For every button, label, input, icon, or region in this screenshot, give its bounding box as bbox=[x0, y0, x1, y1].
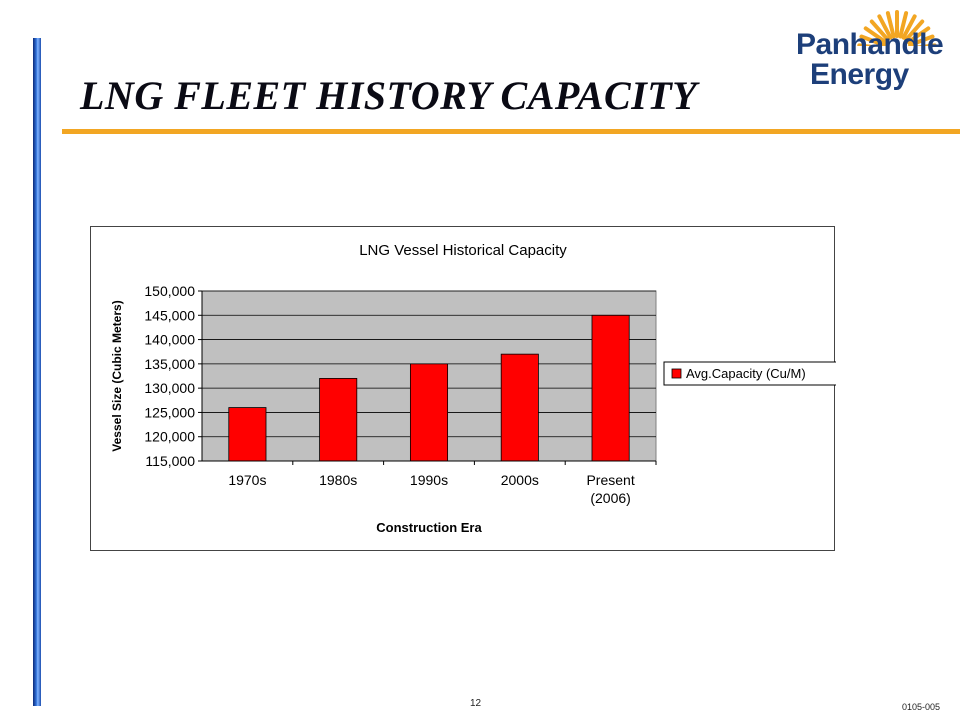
sun-ray bbox=[863, 26, 888, 45]
sun-ray bbox=[885, 11, 896, 39]
sun-ray bbox=[869, 19, 890, 42]
bar bbox=[500, 353, 539, 462]
legend-label: Avg.Capacity (Cu/M) bbox=[686, 366, 806, 381]
document-code: 0105-005 bbox=[902, 702, 941, 712]
logo-wordmark: Panhandle Energy bbox=[796, 28, 944, 91]
sun-ray bbox=[906, 26, 931, 45]
bar bbox=[228, 407, 267, 462]
sun-ray bbox=[908, 34, 935, 46]
sun-ray bbox=[913, 43, 937, 46]
x-tick-label: 2000s bbox=[501, 472, 539, 488]
sun-ray bbox=[877, 14, 893, 40]
legend-swatch bbox=[671, 368, 682, 379]
sun-ray bbox=[898, 11, 909, 39]
x-tick-label: Present (2006) bbox=[586, 472, 634, 506]
x-tick-label: 1980s bbox=[319, 472, 357, 488]
title-underline bbox=[62, 129, 960, 134]
y-tick-label: 120,000 bbox=[144, 429, 195, 445]
chart-title: LNG Vessel Historical Capacity bbox=[359, 242, 567, 259]
slide-title: LNG FLEET HISTORY CAPACITY bbox=[80, 73, 698, 118]
logo-line-1: Panhandle bbox=[796, 28, 944, 61]
logo-line-2: Energy bbox=[810, 58, 909, 91]
sun-ray bbox=[904, 19, 925, 42]
sun-ray bbox=[857, 43, 881, 46]
y-tick-label: 130,000 bbox=[144, 380, 195, 396]
y-tick-label: 135,000 bbox=[144, 356, 195, 372]
y-tick-label: 145,000 bbox=[144, 307, 195, 323]
y-tick-label: 140,000 bbox=[144, 332, 195, 348]
company-logo: Panhandle Energy bbox=[770, 6, 950, 98]
bar bbox=[591, 314, 630, 462]
legend-box bbox=[663, 361, 836, 386]
bar bbox=[409, 363, 449, 462]
bar bbox=[319, 378, 358, 462]
x-axis-label: Construction Era bbox=[376, 520, 482, 535]
chart-frame: LNG Vessel Historical Capacity 115,000 12… bbox=[90, 226, 836, 551]
y-tick-label: 125,000 bbox=[144, 404, 195, 420]
legend: Avg.Capacity (Cu/M) bbox=[663, 361, 836, 386]
x-tick-label: 1990s bbox=[410, 472, 448, 488]
bar-chart: LNG Vessel Historical Capacity 115,000 12… bbox=[110, 242, 836, 535]
y-tick-label: 115,000 bbox=[145, 453, 195, 469]
y-tick-label: 150,000 bbox=[144, 283, 195, 299]
page-number: 12 bbox=[470, 698, 482, 709]
x-tick-label: 1970s bbox=[228, 472, 266, 488]
sun-ray bbox=[859, 34, 886, 46]
y-axis-label: Vessel Size (Cubic Meters) bbox=[110, 300, 124, 451]
left-accent-bar bbox=[33, 38, 41, 706]
sun-logo-icon bbox=[857, 10, 937, 46]
sun-ray bbox=[901, 14, 917, 40]
